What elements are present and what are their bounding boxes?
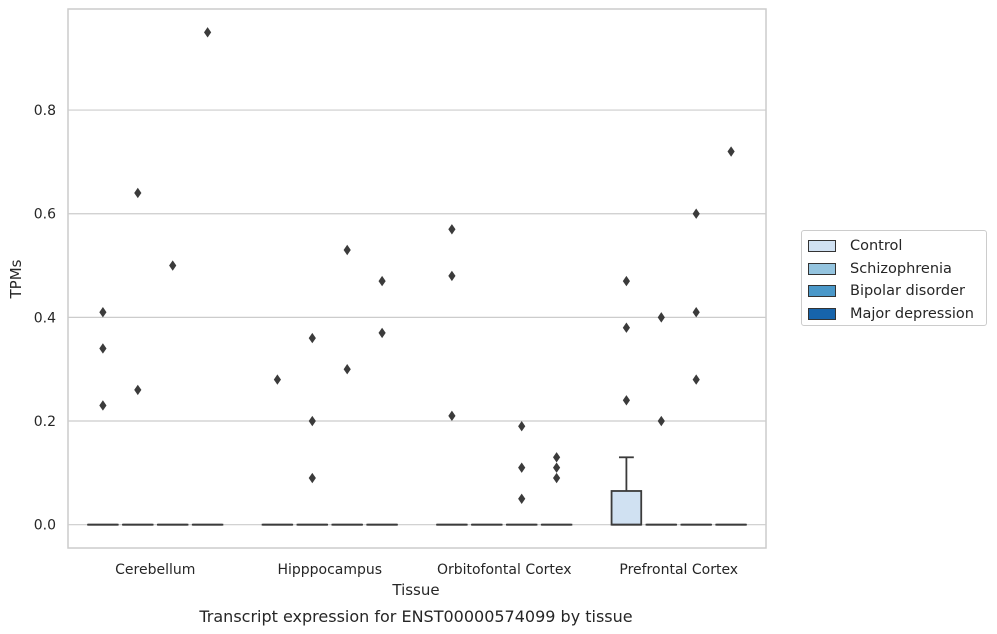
outlier-point — [308, 472, 316, 484]
outlier-point — [657, 312, 665, 323]
outlier-point — [308, 332, 316, 344]
outlier-point — [99, 306, 107, 318]
outlier-point — [448, 270, 456, 282]
outlier-point — [657, 415, 665, 427]
outlier-point — [518, 462, 526, 473]
legend-label: Control — [850, 238, 903, 255]
outlier-point — [273, 374, 281, 385]
x-tick-label: Cerebellum — [115, 562, 195, 578]
x-tick-label: Hipppocampus — [277, 562, 382, 578]
outlier-point — [448, 224, 456, 235]
outlier-point — [134, 384, 142, 396]
outlier-point — [518, 493, 526, 504]
x-tick-labels: Cerebellum Hipppocampus Orbitofontal Corte… — [115, 562, 738, 578]
outlier-point — [622, 275, 630, 287]
outlier-point — [204, 27, 212, 38]
outlier-point — [378, 275, 386, 287]
box-3-0 — [610, 456, 643, 526]
outlier-point — [692, 374, 700, 385]
outlier-point — [692, 306, 700, 318]
outlier-point — [622, 322, 630, 333]
box-iqr — [610, 490, 643, 526]
outlier-point — [727, 146, 735, 157]
x-axis-label: Tissue — [391, 581, 439, 599]
outlier-point — [308, 415, 316, 427]
y-tick-label: 0.2 — [34, 414, 56, 430]
chart-caption: Transcript expression for ENST0000057409… — [198, 607, 632, 626]
outlier-point — [448, 410, 456, 422]
outlier-point — [553, 452, 561, 463]
outlier-point — [553, 462, 561, 473]
outlier-point — [622, 395, 630, 406]
outlier-point — [99, 400, 107, 411]
legend-label: Schizophrenia — [850, 260, 952, 277]
x-tick-label: Prefrontal Cortex — [619, 562, 738, 578]
x-tick-label: Orbitofontal Cortex — [437, 562, 572, 578]
legend-swatch — [808, 285, 836, 298]
outlier-point — [343, 363, 351, 375]
y-tick-label: 0.0 — [34, 518, 56, 534]
outlier-point — [378, 327, 386, 339]
outlier-point — [134, 187, 142, 199]
outlier-point — [692, 208, 700, 219]
outlier-point — [169, 260, 177, 271]
legend-item: Major depression — [808, 303, 980, 326]
legend-label: Major depression — [850, 305, 974, 322]
legend: Control Schizophrenia Bipolar disorder Majo… — [801, 230, 987, 326]
y-tick-label: 0.8 — [34, 103, 56, 119]
boxes — [87, 456, 747, 526]
outlier-point — [343, 244, 351, 256]
outlier-point — [99, 343, 107, 354]
y-tick-label: 0.4 — [34, 310, 56, 326]
outlier-point — [553, 472, 561, 484]
y-tick-label: 0.6 — [34, 207, 56, 223]
y-tick-labels: 0.0 0.2 0.4 0.6 0.8 — [34, 103, 56, 534]
outliers — [99, 27, 735, 504]
legend-swatch — [808, 240, 836, 253]
plot-frame — [67, 8, 767, 549]
y-axis-label: TPMs — [7, 259, 25, 299]
outlier-point — [518, 421, 526, 432]
legend-label: Bipolar disorder — [850, 283, 965, 300]
legend-item: Bipolar disorder — [808, 280, 980, 303]
legend-item: Schizophrenia — [808, 258, 980, 281]
legend-item: Control — [808, 235, 980, 258]
legend-swatch — [808, 307, 836, 320]
legend-swatch — [808, 262, 836, 275]
